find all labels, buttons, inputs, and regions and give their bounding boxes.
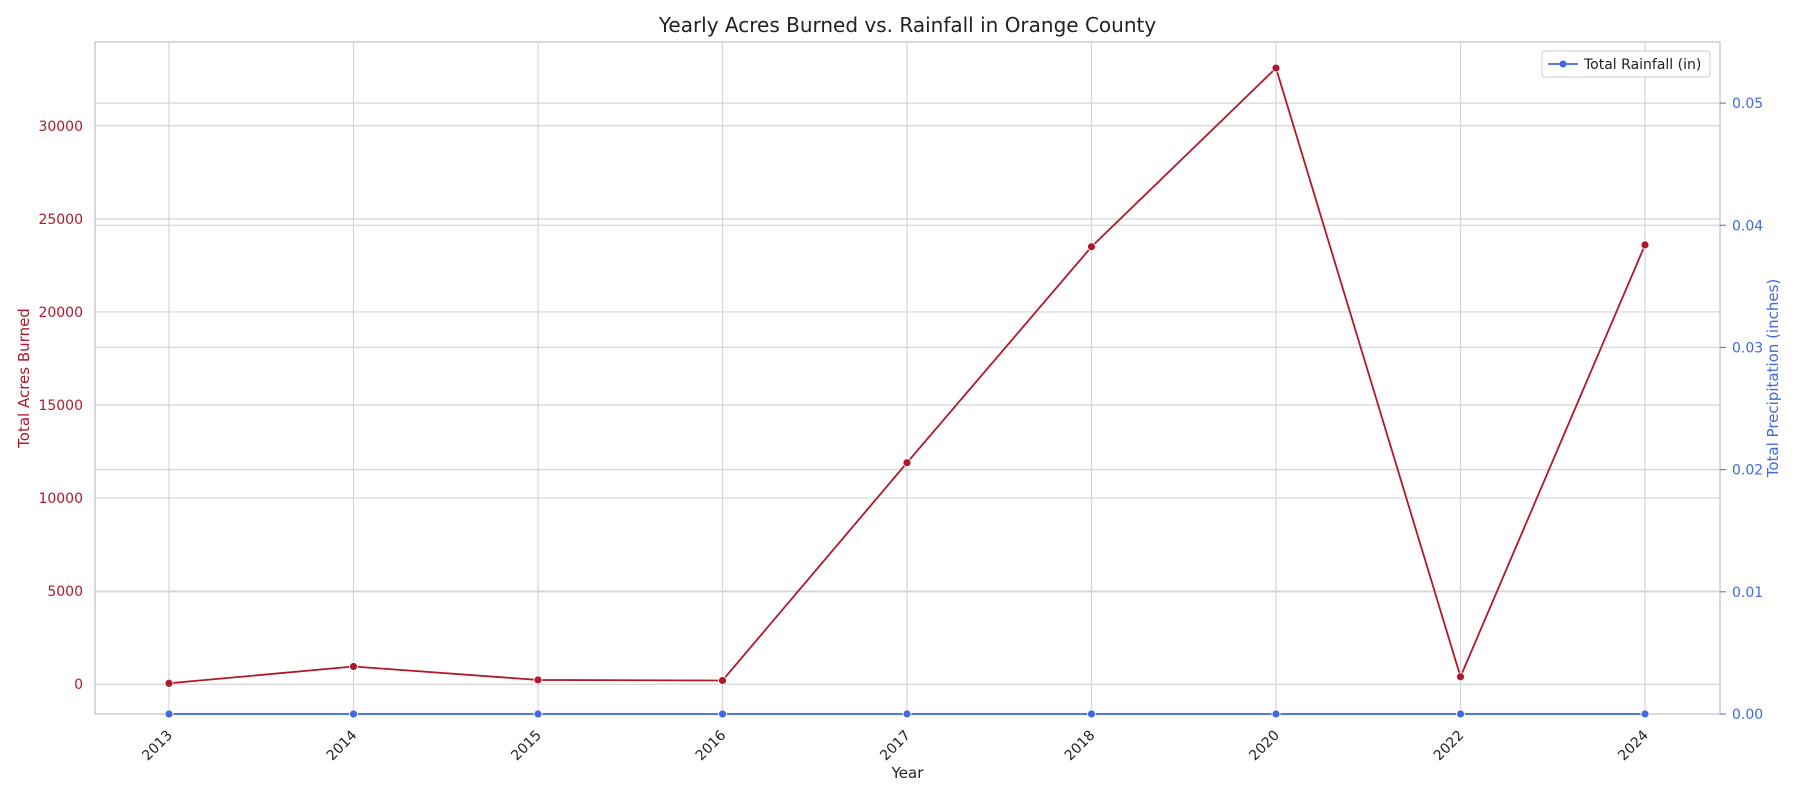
chart-title: Yearly Acres Burned vs. Rainfall in Oran… bbox=[658, 13, 1157, 37]
x-tick-label: 2015 bbox=[508, 728, 545, 765]
x-tick-label: 2017 bbox=[877, 728, 914, 765]
acres-burned-point bbox=[349, 662, 358, 671]
rainfall-point bbox=[1087, 709, 1096, 719]
rainfall-point bbox=[1271, 709, 1281, 719]
acres-burned-point bbox=[164, 678, 174, 688]
y-axis-right-label: Total Precipitation (inches) bbox=[1764, 279, 1782, 479]
y-right-tick-label: 0.00 bbox=[1732, 707, 1763, 723]
x-tick-label: 2020 bbox=[1246, 728, 1283, 765]
y-left-tick-label: 20000 bbox=[38, 305, 83, 321]
acres-burned-point bbox=[1087, 242, 1096, 252]
x-tick-label: 2014 bbox=[324, 727, 361, 764]
legend-label: Total Rainfall (in) bbox=[1583, 57, 1701, 73]
acres-burned-point bbox=[1271, 63, 1281, 73]
x-axis-label: Year bbox=[891, 764, 925, 782]
acres-burned-point bbox=[1456, 672, 1465, 682]
legend: Total Rainfall (in) bbox=[1541, 50, 1711, 78]
rainfall-point bbox=[902, 709, 912, 719]
y-left-tick-label: 30000 bbox=[38, 119, 83, 135]
rainfall-point bbox=[349, 709, 358, 719]
y-right-tick-label: 0.02 bbox=[1732, 463, 1763, 479]
acres-burned-point bbox=[1640, 240, 1650, 250]
y-left-tick-label: 15000 bbox=[38, 398, 83, 414]
y-left-tick-label: 5000 bbox=[47, 584, 83, 600]
y-left-tick-label: 25000 bbox=[38, 212, 83, 228]
rainfall-point bbox=[533, 709, 543, 719]
y-right-tick-label: 0.01 bbox=[1732, 585, 1763, 601]
rainfall-point bbox=[1640, 709, 1650, 719]
x-tick-label: 2022 bbox=[1431, 728, 1468, 765]
rainfall-point bbox=[164, 709, 174, 719]
rainfall-point bbox=[1456, 709, 1465, 719]
y-right-tick-label: 0.04 bbox=[1732, 218, 1763, 234]
rainfall-point bbox=[718, 709, 727, 719]
y-left-tick-label: 0 bbox=[74, 677, 83, 693]
x-tick-label: 2013 bbox=[139, 728, 176, 765]
legend-dot-marker bbox=[1559, 60, 1567, 68]
y-right-tick-label: 0.03 bbox=[1732, 340, 1763, 356]
y-right-tick-label: 0.05 bbox=[1732, 96, 1763, 112]
legend-box bbox=[1541, 50, 1711, 78]
x-tick-label: 2018 bbox=[1062, 728, 1099, 765]
grid bbox=[95, 42, 1720, 714]
y-axis-left-label: Total Acres Burned bbox=[15, 308, 33, 449]
y-left-tick-label: 10000 bbox=[38, 491, 83, 507]
x-tick-label: 2016 bbox=[693, 727, 730, 764]
acres-burned-point bbox=[718, 676, 727, 685]
left-axis: 0 5000 10000 15000 20000 25000 30000 bbox=[38, 119, 83, 693]
acres-burned-point bbox=[902, 458, 912, 468]
x-axis: 2013 2014 2015 2016 2017 2018 2020 2022 2024 bbox=[139, 727, 1652, 764]
acres-burned-point bbox=[533, 675, 543, 685]
series-layer bbox=[164, 63, 1650, 719]
right-axis: 0.00 0.01 0.02 0.03 0.04 0.05 bbox=[1720, 96, 1763, 723]
x-tick-label: 2024 bbox=[1615, 727, 1652, 764]
